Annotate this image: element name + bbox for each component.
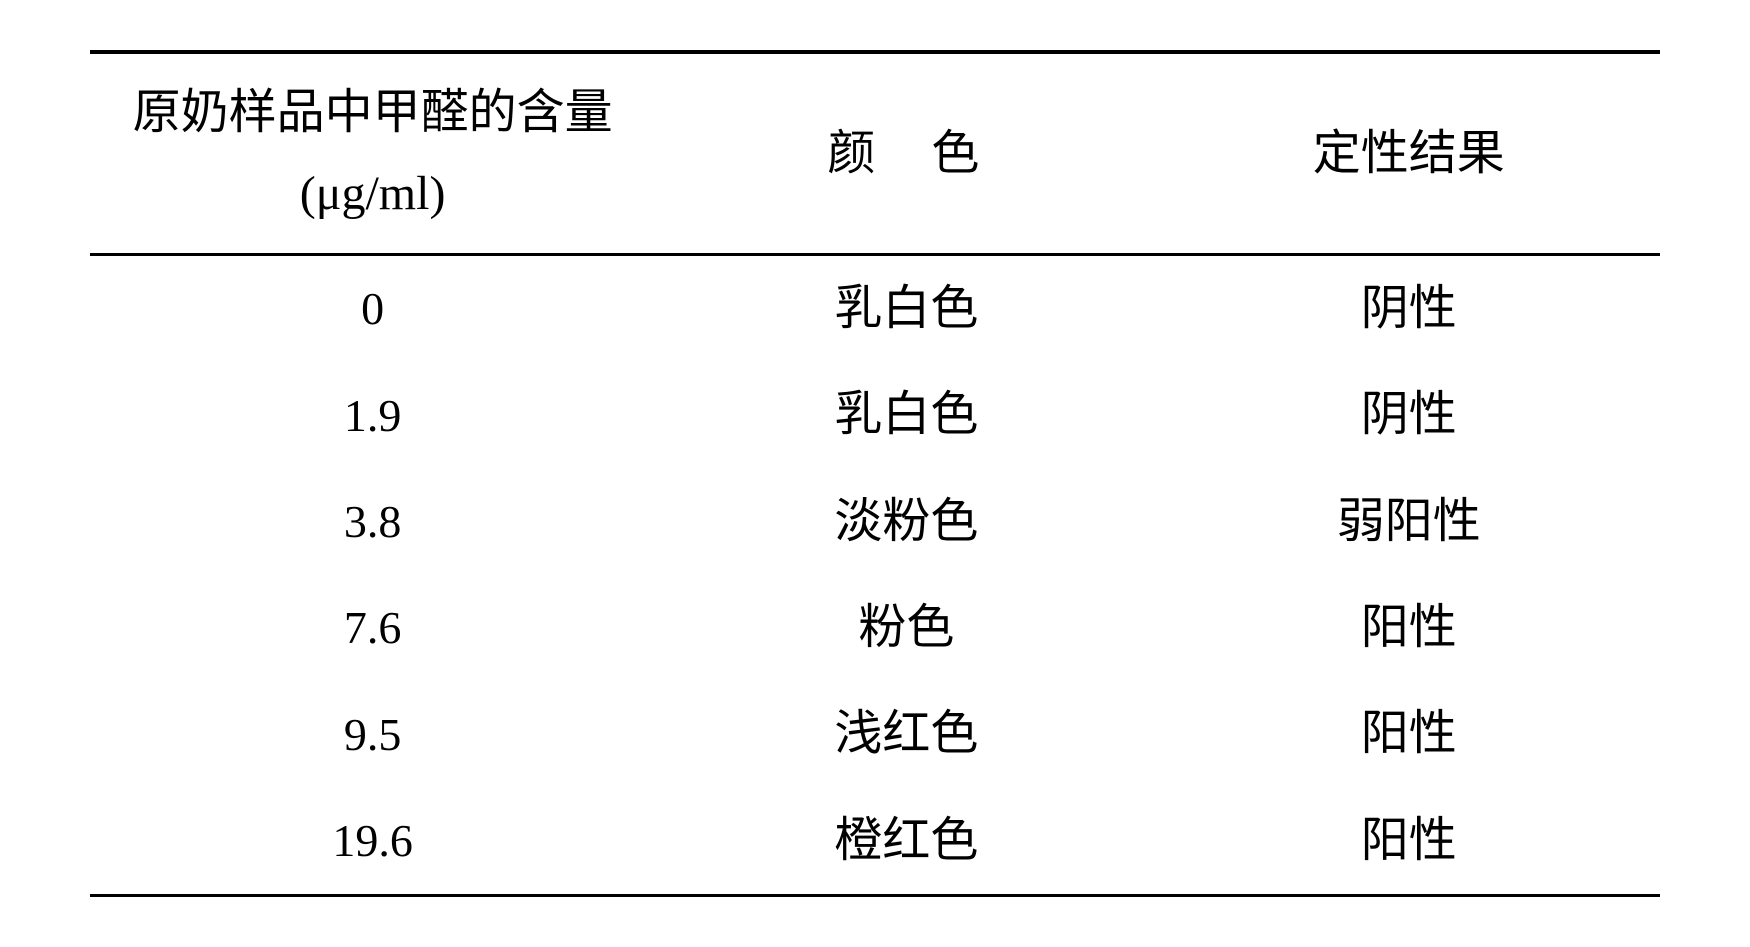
table-row: 9.5 浅红色 阳性 — [90, 681, 1660, 787]
table-header-row: 原奶样品中甲醛的含量(μg/ml) 颜色 定性结果 — [90, 52, 1660, 255]
column-header-result: 定性结果 — [1158, 52, 1660, 255]
cell-concentration: 0 — [90, 254, 655, 362]
cell-result: 阳性 — [1158, 681, 1660, 787]
cell-color: 淡粉色 — [655, 469, 1157, 575]
cell-concentration: 9.5 — [90, 681, 655, 787]
column-header-color: 颜色 — [655, 52, 1157, 255]
cell-result: 阳性 — [1158, 575, 1660, 681]
table-row: 7.6 粉色 阳性 — [90, 575, 1660, 681]
cell-color: 乳白色 — [655, 254, 1157, 362]
table-row: 3.8 淡粉色 弱阳性 — [90, 469, 1660, 575]
cell-concentration: 1.9 — [90, 362, 655, 468]
cell-color: 乳白色 — [655, 362, 1157, 468]
cell-result: 阳性 — [1158, 788, 1660, 896]
formaldehyde-results-table: 原奶样品中甲醛的含量(μg/ml) 颜色 定性结果 0 乳白色 阴性 1.9 乳… — [90, 50, 1660, 898]
cell-color: 浅红色 — [655, 681, 1157, 787]
cell-concentration: 7.6 — [90, 575, 655, 681]
data-table-container: 原奶样品中甲醛的含量(μg/ml) 颜色 定性结果 0 乳白色 阴性 1.9 乳… — [50, 40, 1700, 908]
table-body: 0 乳白色 阴性 1.9 乳白色 阴性 3.8 淡粉色 弱阳性 7.6 粉色 阳… — [90, 254, 1660, 895]
column-header-concentration: 原奶样品中甲醛的含量(μg/ml) — [90, 52, 655, 255]
cell-result: 阴性 — [1158, 362, 1660, 468]
cell-result: 弱阳性 — [1158, 469, 1660, 575]
table-row: 19.6 橙红色 阳性 — [90, 788, 1660, 896]
cell-color: 粉色 — [655, 575, 1157, 681]
cell-concentration: 3.8 — [90, 469, 655, 575]
table-row: 0 乳白色 阴性 — [90, 254, 1660, 362]
table-row: 1.9 乳白色 阴性 — [90, 362, 1660, 468]
cell-result: 阴性 — [1158, 254, 1660, 362]
cell-color: 橙红色 — [655, 788, 1157, 896]
cell-concentration: 19.6 — [90, 788, 655, 896]
